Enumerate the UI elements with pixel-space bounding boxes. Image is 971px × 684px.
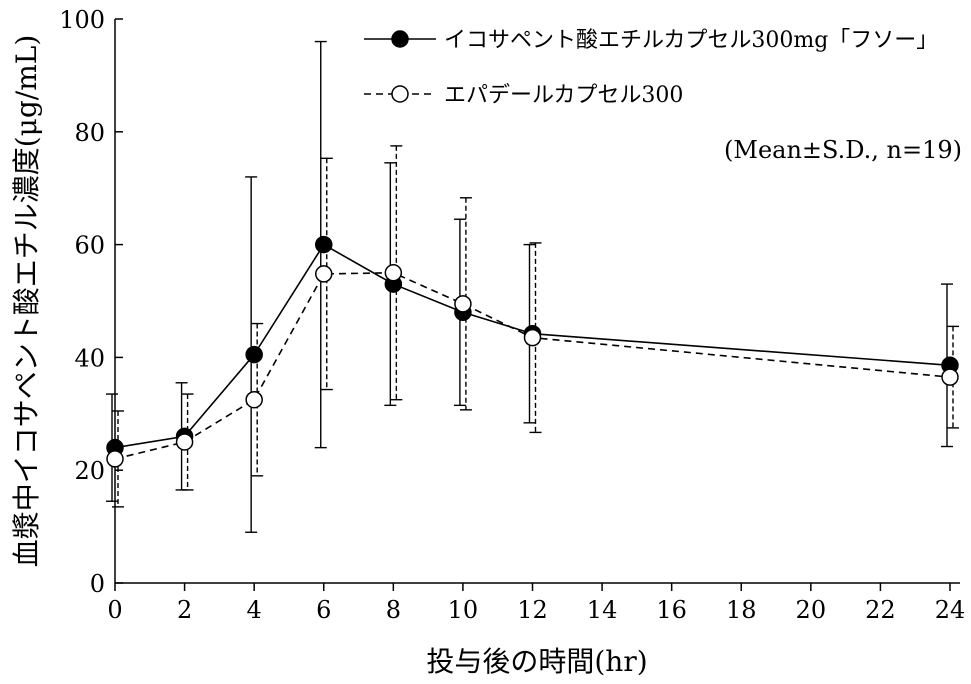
x-tick-label: 8 (386, 596, 401, 624)
legend-label-fuso: イコサペント酸エチルカプセル300mg「フソー」 (444, 28, 938, 53)
series-line-fuso (114, 243, 951, 449)
x-tick-label: 18 (726, 596, 757, 624)
data-point-epadel (523, 328, 542, 347)
series-lines (114, 243, 951, 460)
legend-label-epadel: エパデールカプセル300 (444, 83, 683, 108)
x-tick-label: 24 (935, 596, 966, 624)
x-tick-label: 14 (587, 596, 618, 624)
data-point-epadel (454, 295, 472, 313)
legend-item-epadel: エパデールカプセル300 (364, 83, 683, 108)
data-point-epadel (941, 368, 959, 386)
data-point-epadel (175, 433, 194, 451)
series-line-epadel (114, 271, 951, 460)
data-point-fuso (315, 235, 333, 254)
x-tick-label: 2 (177, 596, 192, 624)
x-tick-label: 22 (865, 596, 896, 624)
axes (114, 19, 960, 584)
y-tick-label: 80 (74, 119, 105, 147)
x-tick-label: 4 (247, 596, 262, 624)
data-point-fuso (245, 345, 263, 364)
y-tick-label: 20 (74, 457, 105, 485)
x-tick-label: 16 (656, 596, 687, 624)
x-tick-label: 10 (448, 596, 479, 624)
x-tick-label: 6 (316, 596, 331, 624)
legend: イコサペント酸エチルカプセル300mg「フソー」 エパデールカプセル300 (364, 28, 938, 108)
data-point-epadel (384, 264, 403, 282)
x-tick-label: 12 (517, 596, 548, 624)
y-tick-label: 40 (74, 344, 105, 372)
y-tick-label: 60 (74, 232, 105, 260)
data-point-epadel (245, 390, 263, 409)
y-tick-label: 100 (59, 6, 105, 34)
legend-marker-filled (391, 30, 409, 48)
x-tick-label: 0 (107, 596, 122, 624)
data-point-epadel (315, 265, 333, 283)
y-axis-label: 血漿中イコサペント酸エチル濃度(μg/mL) (10, 35, 43, 568)
data-points (106, 235, 959, 468)
legend-item-fuso: イコサペント酸エチルカプセル300mg「フソー」 (364, 28, 938, 53)
data-point-epadel (106, 450, 124, 468)
statistics-annotation: (Mean±S.D., n=19) (724, 136, 962, 164)
error-bars (106, 40, 959, 533)
legend-marker-open (391, 85, 409, 103)
x-axis-label: 投与後の時間(hr) (426, 645, 647, 678)
x-tick-label: 20 (796, 596, 827, 624)
y-tick-label: 0 (90, 570, 105, 598)
